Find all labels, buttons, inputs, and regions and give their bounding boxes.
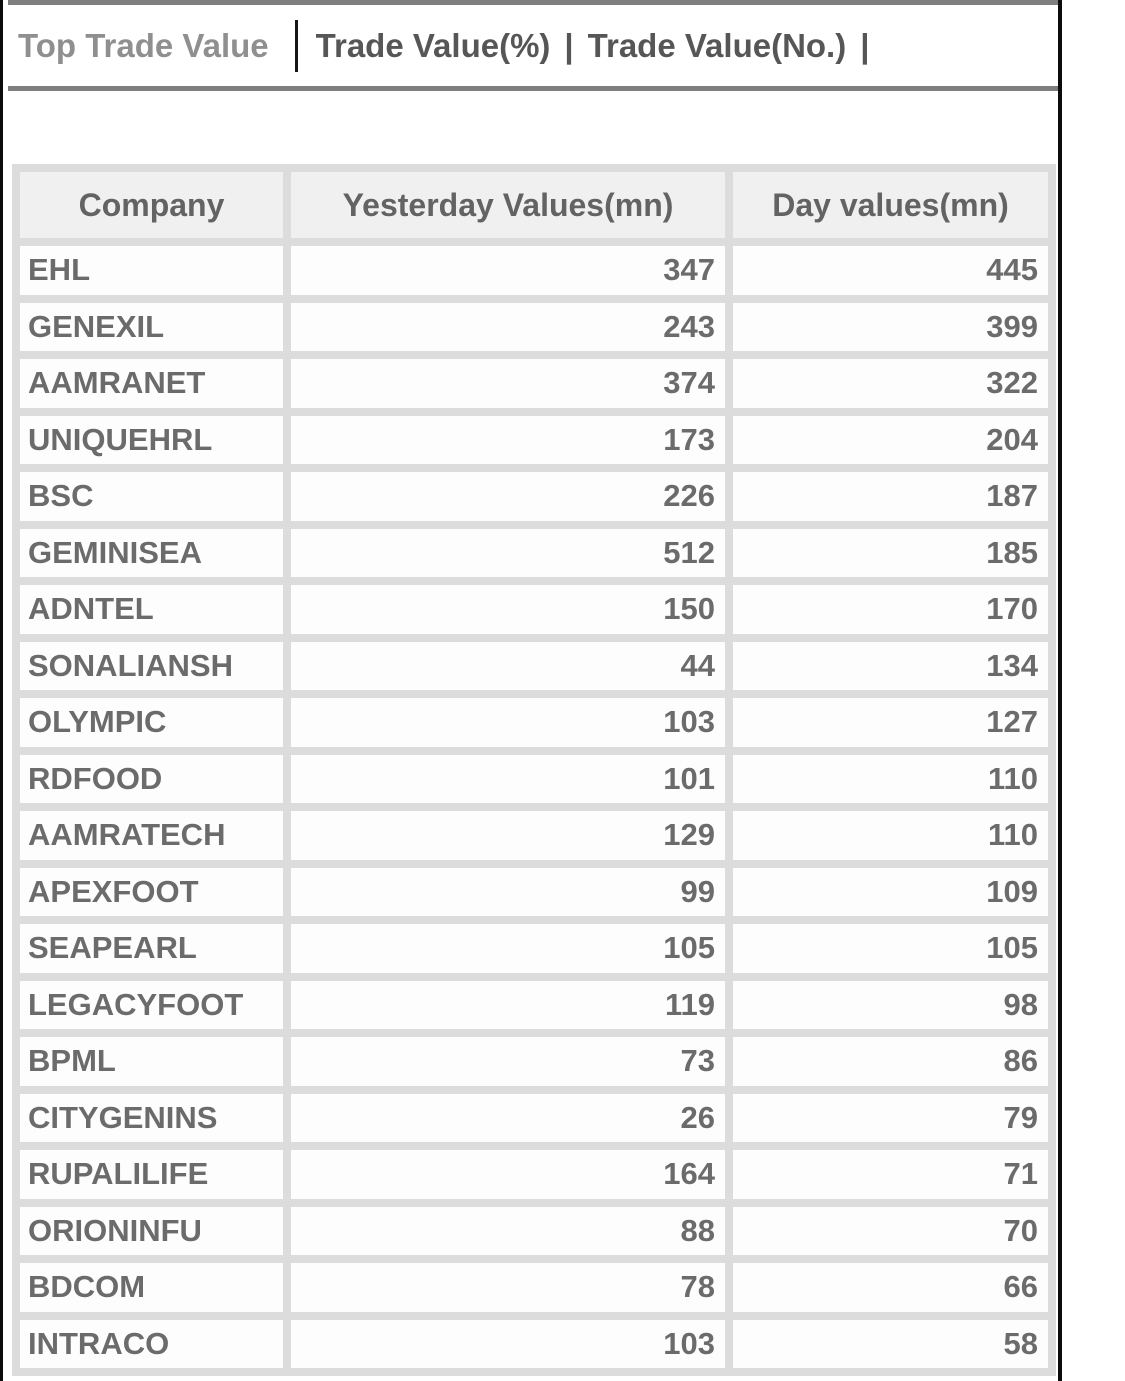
table-row[interactable]: RUPALILIFE 164 71 (20, 1150, 1048, 1199)
company-cell: SONALIANSH (20, 641, 283, 690)
day-value-cell: 185 (733, 528, 1048, 577)
yesterday-value-cell: 73 (291, 1037, 725, 1086)
table-row[interactable]: AAMRANET 374 322 (20, 359, 1048, 408)
yesterday-value-cell: 347 (291, 246, 725, 295)
company-cell: GENEXIL (20, 302, 283, 351)
table-row[interactable]: GEMINISEA 512 185 (20, 528, 1048, 577)
company-cell: ADNTEL (20, 585, 283, 634)
company-cell: SEAPEARL (20, 924, 283, 973)
yesterday-value-cell: 103 (291, 1319, 725, 1368)
day-value-cell: 170 (733, 585, 1048, 634)
table-row[interactable]: BDCOM 78 66 (20, 1263, 1048, 1312)
day-value-cell: 98 (733, 980, 1048, 1029)
company-cell: BDCOM (20, 1263, 283, 1312)
day-value-cell: 79 (733, 1093, 1048, 1142)
company-cell: BPML (20, 1037, 283, 1086)
nav-tab-group: Trade Value(%) | Trade Value(No.) | (316, 27, 884, 65)
page-title: Top Trade Value (18, 26, 269, 64)
day-value-cell: 66 (733, 1263, 1048, 1312)
table-row[interactable]: BPML 73 86 (20, 1037, 1048, 1086)
company-cell: RDFOOD (20, 754, 283, 803)
company-cell: AAMRATECH (20, 811, 283, 860)
table-row[interactable]: UNIQUEHRL 173 204 (20, 415, 1048, 464)
table-row[interactable]: INTRACO 103 58 (20, 1319, 1048, 1368)
day-value-cell: 110 (733, 811, 1048, 860)
yesterday-value-cell: 103 (291, 698, 725, 747)
yesterday-value-cell: 243 (291, 302, 725, 351)
company-cell: UNIQUEHRL (20, 415, 283, 464)
day-value-cell: 322 (733, 359, 1048, 408)
yesterday-value-cell: 150 (291, 585, 725, 634)
company-cell: EHL (20, 246, 283, 295)
table-row[interactable]: GENEXIL 243 399 (20, 302, 1048, 351)
day-value-cell: 105 (733, 924, 1048, 973)
table-row[interactable]: SEAPEARL 105 105 (20, 924, 1048, 973)
yesterday-value-cell: 119 (291, 980, 725, 1029)
left-frame-line (0, 0, 3, 1381)
table-header-row: Company Yesterday Values(mn) Day values(… (20, 172, 1048, 238)
day-value-cell: 110 (733, 754, 1048, 803)
day-value-cell: 134 (733, 641, 1048, 690)
yesterday-value-cell: 173 (291, 415, 725, 464)
day-value-cell: 71 (733, 1150, 1048, 1199)
company-cell: OLYMPIC (20, 698, 283, 747)
table-row[interactable]: ORIONINFU 88 70 (20, 1206, 1048, 1255)
top-navigation-bar: Top Trade Value Trade Value(%) | Trade V… (8, 0, 1058, 91)
day-value-cell: 445 (733, 246, 1048, 295)
company-cell: INTRACO (20, 1319, 283, 1368)
table-row[interactable]: EHL 347 445 (20, 246, 1048, 295)
company-cell: GEMINISEA (20, 528, 283, 577)
table-row[interactable]: LEGACYFOOT 119 98 (20, 980, 1048, 1029)
trade-value-table-container: Company Yesterday Values(mn) Day values(… (12, 164, 1056, 1376)
column-header-yesterday-values: Yesterday Values(mn) (291, 172, 725, 238)
column-header-day-values: Day values(mn) (733, 172, 1048, 238)
tab-trade-value-percent[interactable]: Trade Value(%) (315, 26, 551, 64)
day-value-cell: 399 (733, 302, 1048, 351)
company-cell: APEXFOOT (20, 867, 283, 916)
tab-trade-value-number[interactable]: Trade Value(No.) (587, 26, 847, 64)
nav-divider-line (294, 19, 298, 72)
day-value-cell: 204 (733, 415, 1048, 464)
yesterday-value-cell: 26 (291, 1093, 725, 1142)
day-value-cell: 109 (733, 867, 1048, 916)
company-cell: ORIONINFU (20, 1206, 283, 1255)
yesterday-value-cell: 226 (291, 472, 725, 521)
yesterday-value-cell: 164 (291, 1150, 725, 1199)
day-value-cell: 187 (733, 472, 1048, 521)
company-cell: LEGACYFOOT (20, 980, 283, 1029)
yesterday-value-cell: 129 (291, 811, 725, 860)
yesterday-value-cell: 512 (291, 528, 725, 577)
yesterday-value-cell: 88 (291, 1206, 725, 1255)
pipe-separator: | (564, 26, 574, 64)
table-row[interactable]: CITYGENINS 26 79 (20, 1093, 1048, 1142)
trade-value-table: Company Yesterday Values(mn) Day values(… (12, 164, 1056, 1376)
day-value-cell: 86 (733, 1037, 1048, 1086)
table-row[interactable]: SONALIANSH 44 134 (20, 641, 1048, 690)
yesterday-value-cell: 105 (291, 924, 725, 973)
yesterday-value-cell: 44 (291, 641, 725, 690)
company-cell: BSC (20, 472, 283, 521)
yesterday-value-cell: 374 (291, 359, 725, 408)
company-cell: RUPALILIFE (20, 1150, 283, 1199)
table-row[interactable]: BSC 226 187 (20, 472, 1048, 521)
company-cell: AAMRANET (20, 359, 283, 408)
company-cell: CITYGENINS (20, 1093, 283, 1142)
right-frame-line (1058, 0, 1062, 1381)
table-row[interactable]: AAMRATECH 129 110 (20, 811, 1048, 860)
table-body: EHL 347 445 GENEXIL 243 399 AAMRANET 374 322 UNIQ… (20, 246, 1048, 1368)
table-row[interactable]: APEXFOOT 99 109 (20, 867, 1048, 916)
day-value-cell: 70 (733, 1206, 1048, 1255)
column-header-company: Company (20, 172, 283, 238)
table-row[interactable]: RDFOOD 101 110 (20, 754, 1048, 803)
pipe-separator: | (860, 26, 870, 64)
yesterday-value-cell: 78 (291, 1263, 725, 1312)
yesterday-value-cell: 101 (291, 754, 725, 803)
day-value-cell: 127 (733, 698, 1048, 747)
table-row[interactable]: OLYMPIC 103 127 (20, 698, 1048, 747)
table-row[interactable]: ADNTEL 150 170 (20, 585, 1048, 634)
yesterday-value-cell: 99 (291, 867, 725, 916)
day-value-cell: 58 (733, 1319, 1048, 1368)
